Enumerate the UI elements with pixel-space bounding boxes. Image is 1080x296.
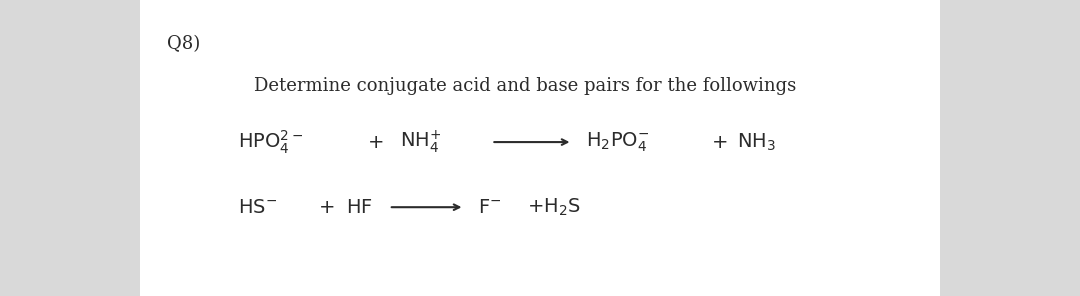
Text: $\mathrm{HF}$: $\mathrm{HF}$: [346, 198, 373, 217]
Text: $\mathrm{NH_3}$: $\mathrm{NH_3}$: [737, 131, 775, 153]
Text: $\mathrm{H_2PO_4^{-}}$: $\mathrm{H_2PO_4^{-}}$: [586, 130, 650, 154]
Text: $+$: $+$: [367, 133, 383, 152]
Text: $\mathrm{+H_2S}$: $\mathrm{+H_2S}$: [527, 197, 581, 218]
Text: Determine conjugate acid and base pairs for the followings: Determine conjugate acid and base pairs …: [254, 77, 796, 95]
Text: $\mathrm{HPO_4^{2-}}$: $\mathrm{HPO_4^{2-}}$: [238, 128, 302, 156]
Text: $+$: $+$: [318, 198, 334, 217]
Text: $+$: $+$: [711, 133, 727, 152]
Text: Q8): Q8): [167, 36, 201, 54]
Text: $\mathrm{HS^{-}}$: $\mathrm{HS^{-}}$: [238, 198, 276, 217]
Text: $\mathrm{NH_4^{+}}$: $\mathrm{NH_4^{+}}$: [400, 129, 441, 155]
Text: $\mathrm{F^{-}}$: $\mathrm{F^{-}}$: [478, 198, 502, 217]
FancyBboxPatch shape: [140, 0, 940, 296]
